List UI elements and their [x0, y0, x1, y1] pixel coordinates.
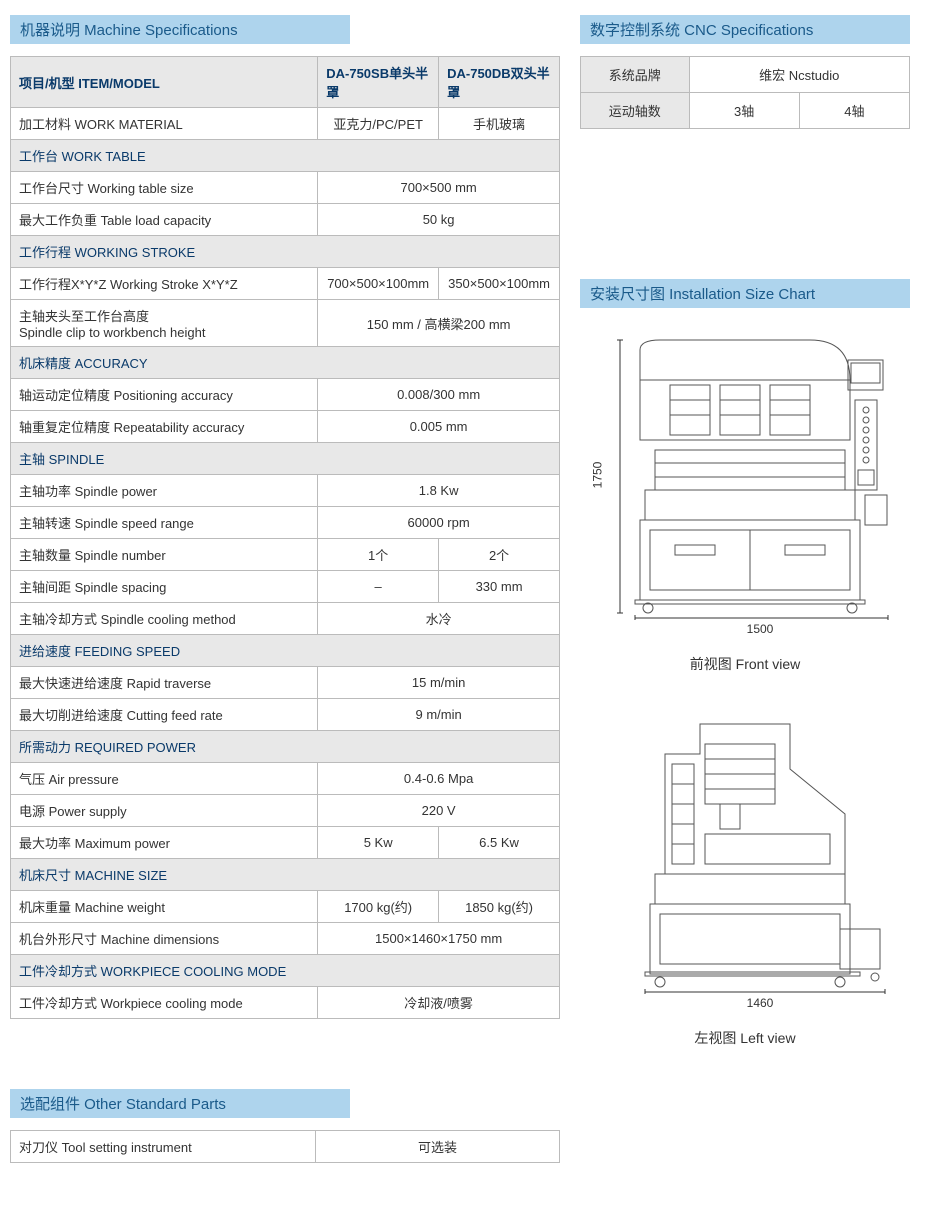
other-parts-label: 对刀仪 Tool setting instrument: [11, 1131, 316, 1163]
spec-row-label: 最大快速进给速度 Rapid traverse: [11, 667, 318, 699]
spec-row-label: 工作行程X*Y*Z Working Stroke X*Y*Z: [11, 268, 318, 300]
cnc-r2c1: 运动轴数: [581, 93, 690, 129]
other-parts-value: 可选装: [316, 1131, 560, 1163]
spec-section-label: 机床尺寸 MACHINE SIZE: [11, 859, 560, 891]
spec-row-col1: 700×500×100mm: [318, 268, 439, 300]
spec-header-item: 项目/机型 ITEM/MODEL: [11, 57, 318, 108]
spec-section-label: 工作行程 WORKING STROKE: [11, 236, 560, 268]
spec-section-label: 机床精度 ACCURACY: [11, 347, 560, 379]
spec-row-label: 轴重复定位精度 Repeatability accuracy: [11, 411, 318, 443]
front-view-height-dim: 1750: [590, 461, 604, 488]
spec-section-label: 工作台 WORK TABLE: [11, 140, 560, 172]
left-view-diagram: 1460 左视图 Left view: [580, 714, 910, 1048]
spec-header-col1: DA-750SB单头半罩: [318, 57, 439, 108]
left-view-caption: 左视图 Left view: [580, 1028, 910, 1048]
spec-row-value: 220 V: [318, 795, 560, 827]
spec-row-label: 轴运动定位精度 Positioning accuracy: [11, 379, 318, 411]
spec-row-label: 气压 Air pressure: [11, 763, 318, 795]
spec-row-col1: 5 Kw: [318, 827, 439, 859]
cnc-r1c1: 系统品牌: [581, 57, 690, 93]
machine-spec-header: 机器说明 Machine Specifications: [10, 15, 350, 44]
front-view-width-dim: 1500: [610, 622, 910, 636]
front-view-caption: 前视图 Front view: [580, 654, 910, 674]
spec-row-label: 机床重量 Machine weight: [11, 891, 318, 923]
spec-row-label: 工作台尺寸 Working table size: [11, 172, 318, 204]
spec-row-label: 主轴间距 Spindle spacing: [11, 571, 318, 603]
cnc-r2c3: 4轴: [799, 93, 909, 129]
spec-row-value: 1.8 Kw: [318, 475, 560, 507]
spec-row-label: 最大工作负重 Table load capacity: [11, 204, 318, 236]
spec-row-label: 最大切削进给速度 Cutting feed rate: [11, 699, 318, 731]
spec-row-col2: 1850 kg(约): [439, 891, 560, 923]
left-view-svg: [610, 714, 890, 994]
spec-section-label: 进给速度 FEEDING SPEED: [11, 635, 560, 667]
spec-row-value: 0.005 mm: [318, 411, 560, 443]
machine-spec-table: 项目/机型 ITEM/MODEL DA-750SB单头半罩 DA-750DB双头…: [10, 56, 560, 1019]
spec-row-value: 0.4-0.6 Mpa: [318, 763, 560, 795]
cnc-spec-table: 系统品牌 维宏 Ncstudio 运动轴数 3轴 4轴: [580, 56, 910, 129]
front-view-svg: [610, 330, 890, 620]
spec-section-label: 所需动力 REQUIRED POWER: [11, 731, 560, 763]
spec-row-value: 水冷: [318, 603, 560, 635]
other-parts-header: 选配组件 Other Standard Parts: [10, 1089, 350, 1118]
spec-row-label: 主轴功率 Spindle power: [11, 475, 318, 507]
spec-row-col2: 350×500×100mm: [439, 268, 560, 300]
spec-row-value: 冷却液/喷雾: [318, 987, 560, 1019]
spec-row-col1: 亚克力/PC/PET: [318, 108, 439, 140]
spec-section-label: 主轴 SPINDLE: [11, 443, 560, 475]
spec-row-col2: 手机玻璃: [439, 108, 560, 140]
spec-row-label: 主轴夹头至工作台高度Spindle clip to workbench heig…: [11, 300, 318, 347]
spec-row-value: 700×500 mm: [318, 172, 560, 204]
spec-row-value: 9 m/min: [318, 699, 560, 731]
spec-row-col2: 330 mm: [439, 571, 560, 603]
spec-row-label: 加工材料 WORK MATERIAL: [11, 108, 318, 140]
cnc-r1c2: 维宏 Ncstudio: [689, 57, 909, 93]
spec-row-label: 主轴冷却方式 Spindle cooling method: [11, 603, 318, 635]
other-parts-table: 对刀仪 Tool setting instrument 可选装: [10, 1130, 560, 1163]
spec-row-col1: 1700 kg(约): [318, 891, 439, 923]
spec-row-label: 工件冷却方式 Workpiece cooling mode: [11, 987, 318, 1019]
spec-row-label: 最大功率 Maximum power: [11, 827, 318, 859]
spec-row-value: 50 kg: [318, 204, 560, 236]
spec-row-col1: 1个: [318, 539, 439, 571]
spec-row-value: 150 mm / 高横梁200 mm: [318, 300, 560, 347]
spec-row-value: 60000 rpm: [318, 507, 560, 539]
spec-row-col2: 2个: [439, 539, 560, 571]
spec-row-value: 0.008/300 mm: [318, 379, 560, 411]
front-view-diagram: 1750: [580, 330, 910, 674]
cnc-spec-header: 数字控制系统 CNC Specifications: [580, 15, 910, 44]
spec-row-label: 主轴转速 Spindle speed range: [11, 507, 318, 539]
spec-row-col2: 6.5 Kw: [439, 827, 560, 859]
left-view-width-dim: 1460: [610, 996, 910, 1010]
cnc-r2c2: 3轴: [689, 93, 799, 129]
spec-header-col2: DA-750DB双头半罩: [439, 57, 560, 108]
spec-row-label: 主轴数量 Spindle number: [11, 539, 318, 571]
spec-row-value: 1500×1460×1750 mm: [318, 923, 560, 955]
spec-row-value: 15 m/min: [318, 667, 560, 699]
spec-row-label: 机台外形尺寸 Machine dimensions: [11, 923, 318, 955]
spec-row-col1: –: [318, 571, 439, 603]
spec-row-label: 电源 Power supply: [11, 795, 318, 827]
install-chart-header: 安装尺寸图 Installation Size Chart: [580, 279, 910, 308]
spec-section-label: 工件冷却方式 WORKPIECE COOLING MODE: [11, 955, 560, 987]
